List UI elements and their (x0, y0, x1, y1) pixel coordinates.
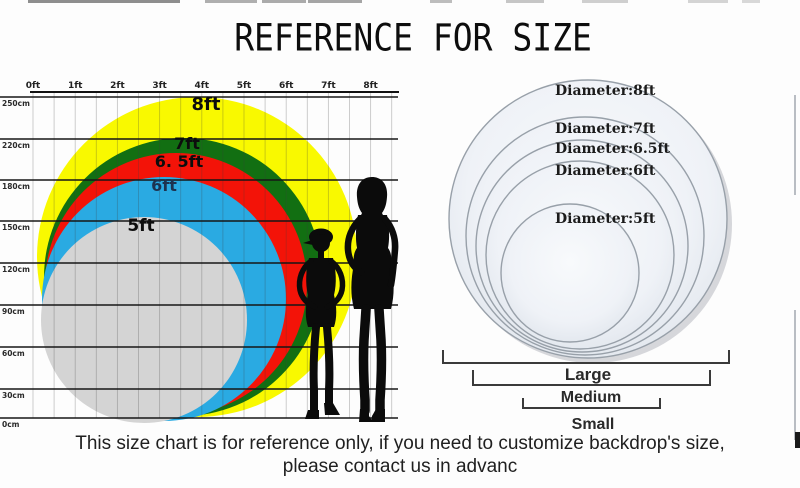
size-comparison-chart: 250cm 220cm 180cm 150cm 120cm 90cm 60cm 30cm 0cm… (0, 81, 399, 429)
child-arm-right (324, 258, 346, 310)
child-torso (305, 258, 337, 327)
cropped-text-remnant (262, 0, 306, 3)
disc-diameter-label: Diameter:6.5ft (555, 141, 671, 157)
child-leg-left (309, 323, 320, 416)
child-foot-left (305, 410, 319, 419)
y-axis-label: 90cm (2, 307, 25, 316)
size-bracket-large (442, 350, 730, 364)
x-axis-label: 2ft (110, 81, 125, 91)
woman-heel-right (371, 409, 385, 422)
x-axis-label: 7ft (321, 81, 336, 91)
woman-heel-left (359, 409, 373, 422)
disc-5ft (500, 203, 640, 343)
x-axis-label: 3ft (152, 81, 167, 91)
circle-size-label: 7ft (174, 134, 200, 153)
cropped-edge-line (794, 310, 796, 440)
child-silhouette (296, 228, 346, 419)
cropped-text-remnant (430, 0, 452, 3)
cropped-edge-bar (795, 432, 800, 448)
disc-diameter-label: Diameter:8ft (555, 83, 656, 99)
cropped-text-remnant (688, 0, 728, 3)
size-group-label: Small (572, 416, 615, 433)
y-axis-label: 30cm (2, 391, 25, 400)
circle-size-label: 6ft (151, 176, 177, 195)
cropped-text-remnant (308, 0, 362, 3)
footer-note-line2: please contact us in advanc (282, 456, 518, 477)
footer-note: This size chart is for reference only, i… (0, 432, 800, 478)
child-head (312, 234, 330, 252)
size-circle-5ft (41, 217, 247, 423)
x-axis-label: 0ft (26, 81, 41, 91)
page-title: REFERENCE FOR SIZE (234, 16, 592, 60)
cropped-text-remnant (742, 0, 760, 3)
nested-discs-diagram: Diameter:8ft Diameter:7ft Diameter:6.5ft Di… (442, 79, 732, 433)
x-axis-label: 8ft (363, 81, 378, 91)
y-axis-label: 60cm (2, 349, 25, 358)
size-bracket-small (522, 398, 661, 409)
size-group-label: Medium (561, 389, 621, 406)
woman-arm-left (344, 215, 365, 276)
disc-diameter-label: Diameter:6ft (555, 163, 656, 179)
woman-torso-dress (351, 215, 394, 309)
woman-leg-right (374, 304, 387, 416)
x-axis-label: 1ft (68, 81, 83, 91)
woman-head-hair (356, 177, 388, 223)
disc-diameter-label: Diameter:7ft (555, 121, 656, 137)
cropped-text-remnant (506, 0, 544, 3)
child-arm-left (296, 258, 318, 310)
size-bracket-medium (472, 370, 711, 386)
y-axis-label: 150cm (2, 223, 30, 232)
y-axis-label: 120cm (2, 265, 30, 274)
child-foot-right (324, 403, 340, 415)
cropped-text-remnant (205, 0, 257, 3)
y-axis-label: 250cm (2, 99, 30, 108)
circle-size-label: 6. 5ft (155, 152, 204, 171)
y-axis-label: 0cm (2, 420, 20, 429)
x-axis-label: 4ft (195, 81, 210, 91)
size-group-label: Large (565, 365, 611, 384)
woman-leg-left (358, 304, 371, 416)
circle-size-label: 8ft (192, 94, 221, 115)
y-axis-label: 180cm (2, 182, 30, 191)
y-axis-label: 220cm (2, 141, 30, 150)
disc-diameter-label: Diameter:5ft (555, 211, 656, 227)
woman-arm-right (381, 215, 399, 289)
x-axis-label: 5ft (237, 81, 252, 91)
footer-note-line1: This size chart is for reference only, i… (75, 433, 725, 454)
circle-size-label: 5ft (127, 216, 154, 236)
cropped-text-remnant (28, 0, 180, 3)
woman-neck (367, 202, 377, 216)
cropped-text-remnant (582, 0, 628, 3)
cropped-edge-line (794, 95, 796, 195)
x-axis-label: 6ft (279, 81, 294, 91)
child-neck (318, 251, 324, 259)
woman-silhouette (344, 177, 399, 422)
child-leg-right (323, 323, 334, 410)
